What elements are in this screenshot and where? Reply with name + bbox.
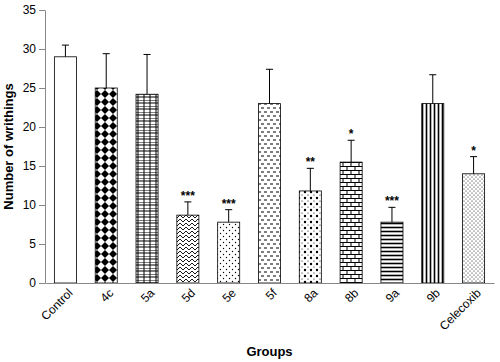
x-tick-label: 5f — [263, 285, 280, 302]
error-bar — [266, 69, 273, 103]
bar — [463, 174, 485, 283]
x-tick-label: 5e — [220, 286, 240, 306]
y-tick-label: 0 — [29, 276, 36, 290]
y-tick: 35 — [23, 3, 45, 17]
x-tick: 8b — [342, 283, 362, 305]
x-tick-label: 5d — [179, 286, 198, 305]
x-tick: Celecoxib — [437, 283, 484, 333]
y-tick-label: 35 — [23, 3, 37, 17]
error-bar — [470, 157, 477, 174]
y-tick-label: 10 — [23, 198, 37, 212]
bar — [422, 104, 444, 283]
y-tick: 0 — [29, 276, 45, 290]
x-tick: 9a — [383, 283, 403, 305]
x-tick-label: 9b — [424, 286, 444, 306]
bar — [95, 88, 117, 283]
y-tick: 10 — [23, 198, 45, 212]
x-tick-label: 4c — [98, 286, 117, 305]
bar — [136, 94, 158, 283]
y-tick: 20 — [23, 120, 45, 134]
bar — [299, 191, 321, 283]
y-tick-mark — [39, 10, 45, 11]
y-axis-line — [45, 11, 46, 284]
y-tick-mark — [39, 205, 45, 206]
y-tick: 25 — [23, 81, 45, 95]
error-bar — [388, 207, 395, 222]
plot: 0 5 10 15 20 25 30 35 Control 4c 5a 5d 5e 5f 8a 8b 9a 9bC… — [23, 3, 495, 333]
y-tick-mark — [39, 283, 45, 284]
y-tick-mark — [39, 127, 45, 128]
bar — [218, 222, 240, 283]
x-tick: 5a — [138, 283, 158, 305]
significance-label: * — [471, 144, 476, 158]
x-tick-label: 5a — [138, 286, 158, 306]
error-bar — [62, 45, 69, 57]
x-tick-label: Control — [38, 286, 75, 323]
bar — [177, 215, 199, 283]
significance-label: *** — [385, 194, 399, 208]
bar — [340, 162, 362, 283]
x-axis-title: Groups — [246, 344, 292, 359]
y-tick-mark — [39, 166, 45, 167]
x-tick: 8a — [301, 283, 321, 305]
error-bar — [348, 140, 355, 162]
y-tick-label: 5 — [29, 237, 36, 251]
y-tick-mark — [39, 88, 45, 89]
x-tick: Control — [38, 283, 75, 323]
error-bar — [225, 210, 232, 222]
x-tick: 9b — [424, 283, 444, 305]
x-tick: 4c — [98, 283, 117, 305]
y-tick-label: 20 — [23, 120, 37, 134]
y-tick: 30 — [23, 42, 45, 56]
x-tick: 5e — [220, 283, 240, 305]
y-tick-mark — [39, 49, 45, 50]
y-tick: 5 — [29, 237, 45, 251]
significance-label: *** — [181, 189, 195, 203]
x-tick-label: Celecoxib — [437, 286, 484, 333]
x-axis-line — [46, 283, 495, 284]
y-axis-title: Number of writhings — [1, 83, 16, 209]
y-tick-label: 15 — [23, 159, 37, 173]
y-tick-mark — [39, 244, 45, 245]
bar — [381, 222, 403, 283]
x-axis: Control 4c 5a 5d 5e 5f 8a 8b 9a 9bCelecoxib — [38, 283, 494, 333]
y-tick-label: 30 — [23, 42, 37, 56]
significance-label: ** — [306, 155, 316, 169]
x-tick-label: 8a — [301, 286, 321, 306]
error-bar — [429, 75, 436, 104]
bar — [54, 57, 76, 283]
x-tick-label: 8b — [342, 286, 362, 306]
bars — [54, 45, 484, 283]
x-tick: 5d — [179, 283, 198, 305]
error-bar — [103, 54, 110, 88]
significance-label: * — [349, 127, 354, 141]
x-tick-label: 9a — [383, 286, 403, 306]
error-bar — [307, 168, 314, 191]
y-axis: 0 5 10 15 20 25 30 35 — [23, 3, 46, 290]
error-bar — [184, 202, 191, 215]
significance-label: *** — [222, 197, 236, 211]
bar — [258, 104, 280, 283]
x-tick: 5f — [263, 283, 280, 303]
chart: 0 5 10 15 20 25 30 35 Control 4c 5a 5d 5e 5f 8a 8b 9a 9bC… — [0, 0, 500, 362]
error-bar — [144, 54, 151, 94]
y-tick-label: 25 — [23, 81, 37, 95]
y-tick: 15 — [23, 159, 45, 173]
